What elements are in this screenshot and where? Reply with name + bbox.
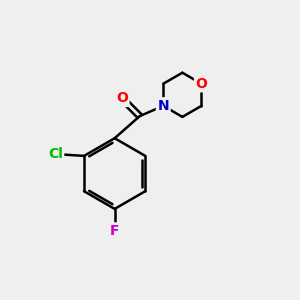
- Text: Cl: Cl: [48, 147, 63, 161]
- Text: O: O: [116, 92, 128, 106]
- Text: N: N: [158, 99, 169, 113]
- Text: F: F: [110, 224, 119, 238]
- Text: O: O: [196, 77, 207, 91]
